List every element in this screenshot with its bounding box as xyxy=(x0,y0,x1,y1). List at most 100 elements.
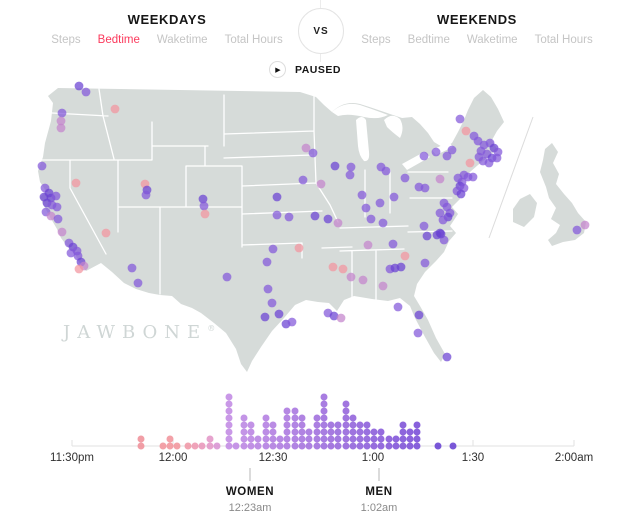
bedtime-dot xyxy=(262,428,270,436)
city-dot xyxy=(37,161,47,171)
city-dot xyxy=(484,158,494,168)
city-dot xyxy=(358,275,368,285)
city-dot xyxy=(419,151,429,161)
bedtime-dot xyxy=(413,435,421,443)
bedtime-dot xyxy=(206,442,214,450)
city-dot xyxy=(420,183,430,193)
bedtime-dot xyxy=(320,400,328,408)
play-icon[interactable]: ▶ xyxy=(269,61,286,78)
tab-weekends-steps[interactable]: Steps xyxy=(361,34,391,46)
bedtime-dot xyxy=(349,421,357,429)
tab-weekends-bedtime[interactable]: Bedtime xyxy=(407,34,450,46)
city-dot xyxy=(431,147,441,157)
city-dot xyxy=(422,231,432,241)
vs-badge: VS xyxy=(298,8,344,54)
tab-weekends-total-hours[interactable]: Total Hours xyxy=(534,34,593,46)
bedtime-dot xyxy=(191,442,199,450)
average-marker-men: MEN 1:02am xyxy=(361,486,398,514)
bedtime-dot xyxy=(399,442,407,450)
bedtime-dot xyxy=(399,435,407,443)
city-dot xyxy=(357,190,367,200)
city-dot xyxy=(56,116,66,126)
bedtime-dot xyxy=(356,421,364,429)
weekends-title: WEEKENDS xyxy=(437,12,517,27)
axis-tick-label: 1:00 xyxy=(361,452,385,464)
bedtime-dot xyxy=(370,428,378,436)
bedtime-dot xyxy=(377,435,385,443)
bedtime-dot xyxy=(262,421,270,429)
city-dot xyxy=(346,272,356,282)
bedtime-dot xyxy=(240,428,248,436)
bedtime-dot xyxy=(269,442,277,450)
bedtime-dot xyxy=(247,435,255,443)
bedtime-dot xyxy=(370,442,378,450)
ireland-silhouette xyxy=(513,194,537,227)
bedtime-dot xyxy=(262,414,270,422)
bedtime-dot xyxy=(349,428,357,436)
bedtime-dot xyxy=(320,393,328,401)
bedtime-dot xyxy=(240,435,248,443)
bedtime-dot xyxy=(305,428,313,436)
city-dot xyxy=(330,161,340,171)
bedtime-dot xyxy=(298,435,306,443)
bedtime-dot xyxy=(291,428,299,436)
bedtime-dot xyxy=(320,442,328,450)
city-dot xyxy=(461,126,471,136)
city-dot xyxy=(388,239,398,249)
bedtime-dot xyxy=(283,442,291,450)
city-dot xyxy=(133,278,143,288)
bedtime-dot xyxy=(377,428,385,436)
city-dot xyxy=(468,172,478,182)
city-dot xyxy=(396,262,406,272)
city-dot xyxy=(267,298,277,308)
bedtime-dot xyxy=(385,442,393,450)
axis-tick-label: 12:00 xyxy=(158,452,188,464)
tab-weekdays-total-hours[interactable]: Total Hours xyxy=(224,34,283,46)
city-dots-layer xyxy=(37,81,590,362)
great-britain-silhouette xyxy=(540,143,586,246)
bedtime-dot xyxy=(166,435,174,443)
bedtime-dot xyxy=(225,400,233,408)
weekends-section: WEEKENDS Steps Bedtime Waketime Total Ho… xyxy=(322,12,632,46)
bedtime-dot xyxy=(320,428,328,436)
city-dot xyxy=(74,264,84,274)
us-map-silhouette xyxy=(38,88,504,372)
vs-connector-top xyxy=(320,0,321,8)
city-dot xyxy=(419,221,429,231)
city-dot xyxy=(381,166,391,176)
tab-weekends-waketime[interactable]: Waketime xyxy=(466,34,518,46)
bedtime-dot xyxy=(406,442,414,450)
weekdays-title: WEEKDAYS xyxy=(127,12,207,27)
bedtime-dot xyxy=(334,442,342,450)
bedtime-dot xyxy=(247,428,255,436)
city-dot xyxy=(345,170,355,180)
bedtime-dot xyxy=(137,442,145,450)
bedtime-dot xyxy=(225,428,233,436)
bedtime-dot xyxy=(225,435,233,443)
city-dot xyxy=(442,352,452,362)
bedtime-dot xyxy=(276,435,284,443)
weekdays-section: WEEKDAYS Steps Bedtime Waketime Total Ho… xyxy=(12,12,322,46)
bedtime-dot xyxy=(269,428,277,436)
tab-weekdays-waketime[interactable]: Waketime xyxy=(156,34,208,46)
bedtime-dot xyxy=(349,414,357,422)
bedtime-dot xyxy=(327,421,335,429)
city-dot xyxy=(71,178,81,188)
women-label: WOMEN xyxy=(225,486,275,498)
city-dot xyxy=(81,87,91,97)
bedtime-dot xyxy=(225,421,233,429)
tab-weekdays-steps[interactable]: Steps xyxy=(51,34,81,46)
bedtime-dot xyxy=(434,442,442,450)
bedtime-dot xyxy=(327,442,335,450)
bedtime-dot xyxy=(313,414,321,422)
city-dot xyxy=(338,264,348,274)
city-dot xyxy=(447,145,457,155)
city-dot xyxy=(310,211,320,221)
bedtime-dot xyxy=(356,428,364,436)
tab-weekdays-bedtime[interactable]: Bedtime xyxy=(97,34,140,46)
bedtime-dot xyxy=(291,421,299,429)
city-dot xyxy=(465,158,475,168)
city-dot xyxy=(393,302,403,312)
bedtime-dot xyxy=(399,421,407,429)
bedtime-dot xyxy=(413,442,421,450)
